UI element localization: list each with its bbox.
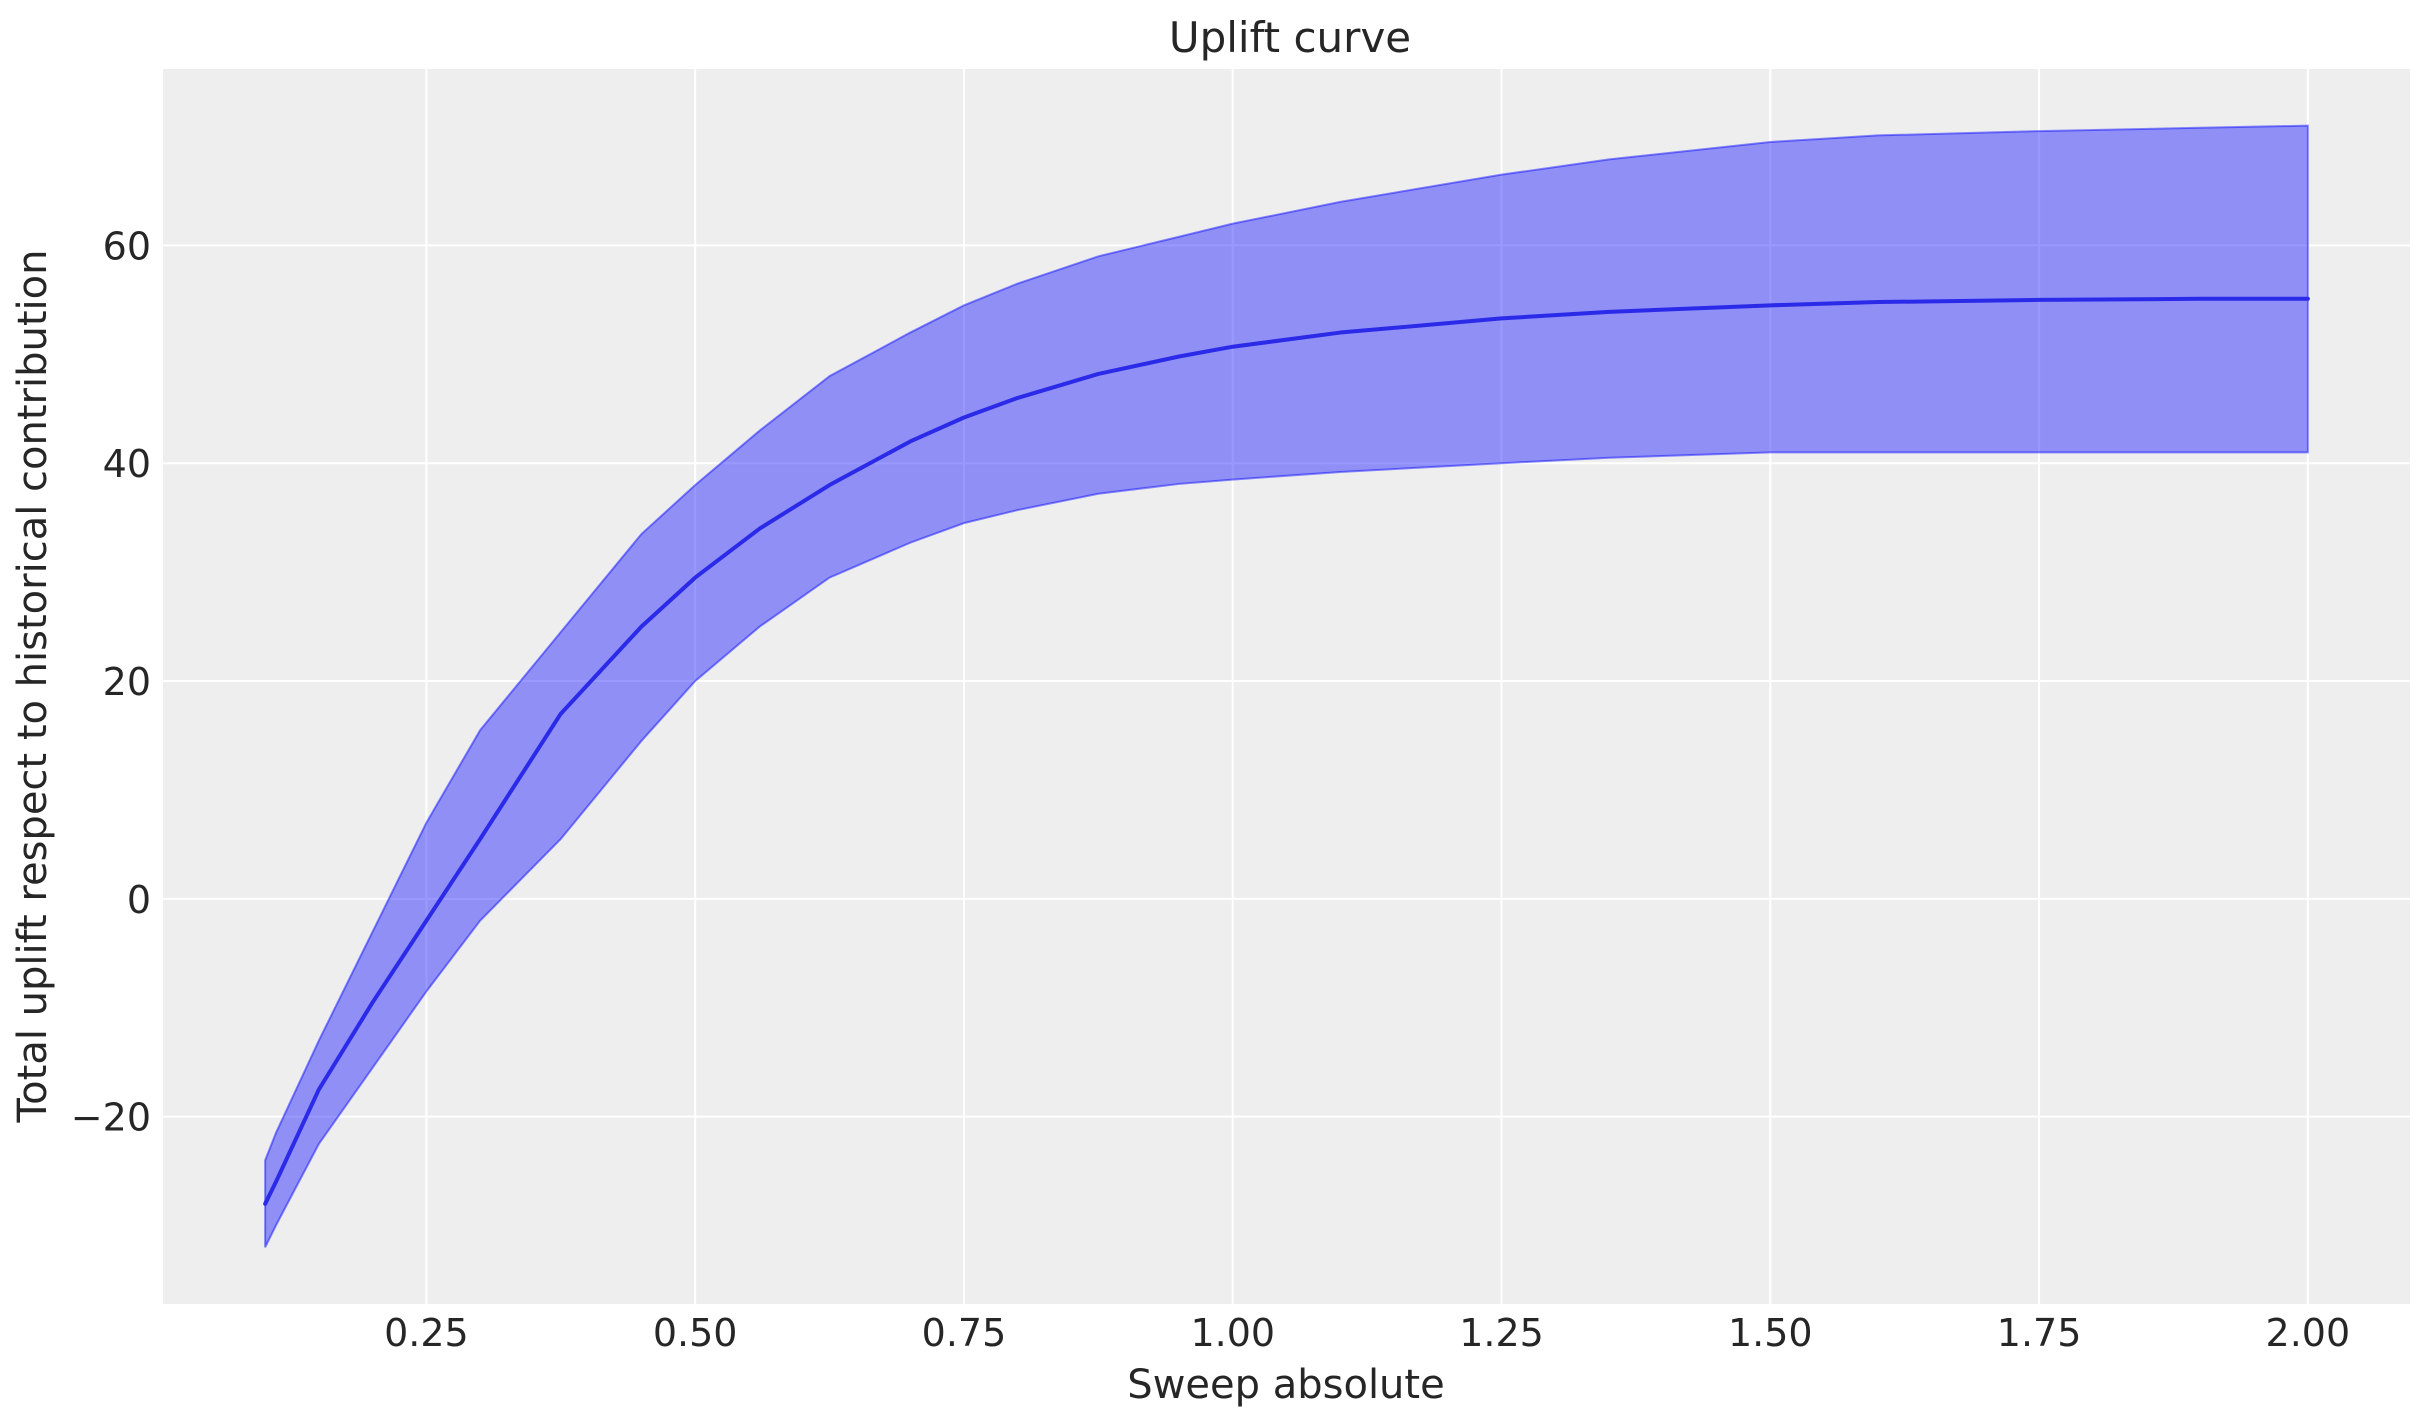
x-tick-label: 1.00	[1190, 1311, 1275, 1355]
y-axis-label: Total uplift respect to historical contr…	[10, 250, 56, 1124]
x-tick-label: 0.75	[922, 1311, 1007, 1355]
credible-interval-band	[264, 124, 2309, 1248]
x-tick-label: 1.75	[1997, 1311, 2082, 1355]
y-tick-label: 60	[103, 224, 151, 268]
y-axis-ticks: −20 0 20 40 60	[71, 224, 151, 1139]
median-line	[263, 296, 2310, 1206]
grid	[163, 69, 2410, 1304]
y-tick-label: 20	[103, 660, 151, 704]
x-tick-label: 2.00	[2266, 1311, 2351, 1355]
x-tick-label: 1.50	[1728, 1311, 1813, 1355]
x-axis-ticks: 0.25 0.50 0.75 1.00 1.25 1.50 1.75 2.00	[384, 1311, 2350, 1355]
plot-area	[163, 69, 2410, 1304]
y-tick-label: 40	[103, 442, 151, 486]
x-tick-label: 1.25	[1459, 1311, 1544, 1355]
x-tick-label: 0.50	[653, 1311, 738, 1355]
x-tick-label: 0.25	[384, 1311, 469, 1355]
x-axis-label: Sweep absolute	[1127, 1362, 1444, 1408]
chart-title: Uplift curve	[1169, 13, 1411, 62]
y-tick-label: 0	[127, 878, 151, 922]
y-tick-label: −20	[71, 1096, 151, 1140]
